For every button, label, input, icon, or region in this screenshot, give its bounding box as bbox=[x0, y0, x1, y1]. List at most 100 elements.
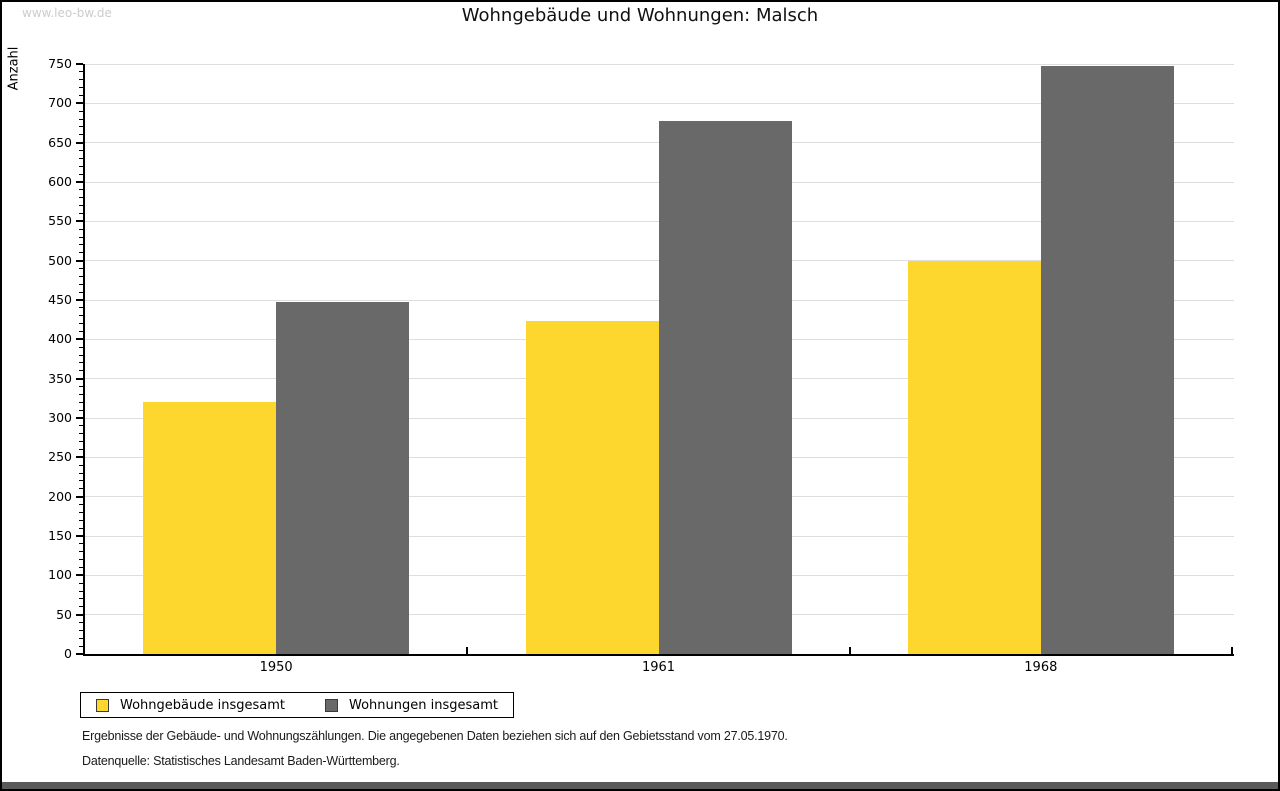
y-axis-minor-tick bbox=[79, 110, 83, 112]
x-axis-tick bbox=[466, 647, 469, 654]
y-axis-line bbox=[83, 64, 85, 656]
y-axis-minor-tick bbox=[79, 307, 83, 309]
x-category-label: 1968 bbox=[1024, 660, 1058, 675]
y-tick-label: 500 bbox=[48, 252, 72, 268]
y-axis-minor-tick bbox=[79, 441, 83, 443]
bar-wohnungen-1950 bbox=[276, 302, 410, 654]
y-tick-label: 700 bbox=[48, 95, 72, 111]
y-axis-minor-tick bbox=[79, 645, 83, 647]
y-axis-minor-tick bbox=[79, 464, 83, 466]
y-axis-minor-tick bbox=[79, 212, 83, 214]
y-axis-minor-tick bbox=[79, 205, 83, 207]
legend-label: Wohnungen insgesamt bbox=[349, 697, 498, 713]
y-axis-tick bbox=[76, 141, 83, 144]
y-tick-label: 400 bbox=[48, 331, 72, 347]
y-axis-minor-tick bbox=[79, 94, 83, 96]
y-tick-label: 200 bbox=[48, 488, 72, 504]
y-axis-minor-tick bbox=[79, 511, 83, 513]
y-axis-minor-tick bbox=[79, 291, 83, 293]
y-axis-minor-tick bbox=[79, 165, 83, 167]
y-axis-minor-tick bbox=[79, 236, 83, 238]
y-axis-minor-tick bbox=[79, 622, 83, 624]
y-axis-tick bbox=[76, 102, 83, 105]
chart-title: Wohngebäude und Wohnungen: Malsch bbox=[461, 5, 819, 26]
y-axis-minor-tick bbox=[79, 504, 83, 506]
y-axis-minor-tick bbox=[79, 519, 83, 521]
x-category-label: 1950 bbox=[259, 660, 293, 675]
y-tick-label: 750 bbox=[48, 56, 72, 71]
bar-wohngebäude-1950 bbox=[143, 402, 277, 654]
watermark: www.leo-bw.de bbox=[22, 6, 112, 20]
bar-wohnungen-1968 bbox=[1040, 65, 1174, 654]
y-axis-tick bbox=[76, 574, 83, 577]
y-axis-tick bbox=[76, 299, 83, 301]
y-tick-label: 0 bbox=[64, 646, 72, 661]
y-axis-minor-tick bbox=[79, 173, 83, 175]
x-axis-line bbox=[83, 654, 1234, 656]
footnote-data-source: Datenquelle: Statistisches Landesamt Bad… bbox=[82, 754, 400, 768]
y-tick-label: 100 bbox=[48, 567, 72, 583]
y-axis-minor-tick bbox=[79, 543, 83, 545]
y-axis-minor-tick bbox=[79, 448, 83, 450]
y-tick-label: 550 bbox=[48, 213, 72, 229]
gridline bbox=[85, 63, 1234, 65]
y-axis-minor-tick bbox=[79, 87, 83, 89]
y-axis-minor-tick bbox=[79, 637, 83, 639]
y-tick-label: 250 bbox=[48, 449, 72, 465]
y-axis-tick bbox=[76, 535, 83, 537]
y-axis-minor-tick bbox=[79, 582, 83, 584]
x-axis-tick bbox=[848, 647, 851, 654]
y-axis-minor-tick bbox=[79, 566, 83, 568]
y-axis-minor-tick bbox=[79, 393, 83, 395]
y-tick-label: 350 bbox=[48, 370, 72, 386]
y-tick-label: 450 bbox=[48, 292, 72, 307]
y-axis-minor-tick bbox=[79, 323, 83, 325]
y-axis-tick bbox=[76, 653, 83, 655]
bottom-window-edge bbox=[2, 782, 1278, 789]
y-axis-tick bbox=[76, 338, 83, 341]
y-axis-minor-tick bbox=[79, 472, 83, 474]
y-axis-minor-tick bbox=[79, 370, 83, 372]
gridline bbox=[85, 102, 1234, 104]
y-axis-minor-tick bbox=[79, 315, 83, 317]
y-tick-label: 600 bbox=[48, 174, 72, 189]
footnote-source-note: Ergebnisse der Gebäude- und Wohnungszähl… bbox=[82, 729, 788, 743]
chart-legend: Wohngebäude insgesamt Wohnungen insgesam… bbox=[80, 692, 514, 718]
y-axis-minor-tick bbox=[79, 189, 83, 191]
y-axis-tick bbox=[76, 220, 83, 223]
bar-wohngebäude-1961 bbox=[525, 321, 659, 654]
y-axis-minor-tick bbox=[79, 590, 83, 592]
y-axis-minor-tick bbox=[79, 79, 83, 81]
y-axis-minor-tick bbox=[79, 252, 83, 254]
y-axis-tick bbox=[76, 495, 83, 498]
y-axis-minor-tick bbox=[79, 606, 83, 608]
y-axis-minor-tick bbox=[79, 244, 83, 246]
y-axis-minor-tick bbox=[79, 346, 83, 348]
y-axis-minor-tick bbox=[79, 118, 83, 120]
y-axis-minor-tick bbox=[79, 275, 83, 277]
bar-wohngebäude-1968 bbox=[907, 261, 1041, 654]
y-axis-tick bbox=[76, 417, 83, 419]
legend-label: Wohngebäude insgesamt bbox=[120, 697, 285, 713]
y-tick-label: 150 bbox=[48, 528, 72, 543]
x-category-label: 1961 bbox=[641, 660, 676, 675]
legend-item-wohnungen: Wohnungen insgesamt bbox=[325, 698, 498, 713]
y-axis-minor-tick bbox=[79, 433, 83, 435]
y-axis-minor-tick bbox=[79, 629, 83, 631]
y-axis-tick bbox=[76, 63, 83, 65]
y-axis-minor-tick bbox=[79, 197, 83, 199]
legend-item-wohngebaeude: Wohngebäude insgesamt bbox=[96, 698, 285, 713]
y-axis-minor-tick bbox=[79, 157, 83, 159]
y-tick-label: 50 bbox=[56, 606, 72, 622]
y-axis-minor-tick bbox=[79, 362, 83, 364]
y-axis-title: Anzahl bbox=[6, 46, 22, 91]
y-axis-minor-tick bbox=[79, 386, 83, 388]
legend-swatch-yellow-icon bbox=[96, 698, 109, 712]
y-axis-minor-tick bbox=[79, 488, 83, 490]
y-axis-minor-tick bbox=[79, 150, 83, 152]
y-axis-tick bbox=[76, 181, 83, 183]
y-axis-tick bbox=[76, 456, 83, 459]
y-axis-minor-tick bbox=[79, 480, 83, 482]
y-axis-minor-tick bbox=[79, 228, 83, 230]
y-axis-minor-tick bbox=[79, 598, 83, 600]
